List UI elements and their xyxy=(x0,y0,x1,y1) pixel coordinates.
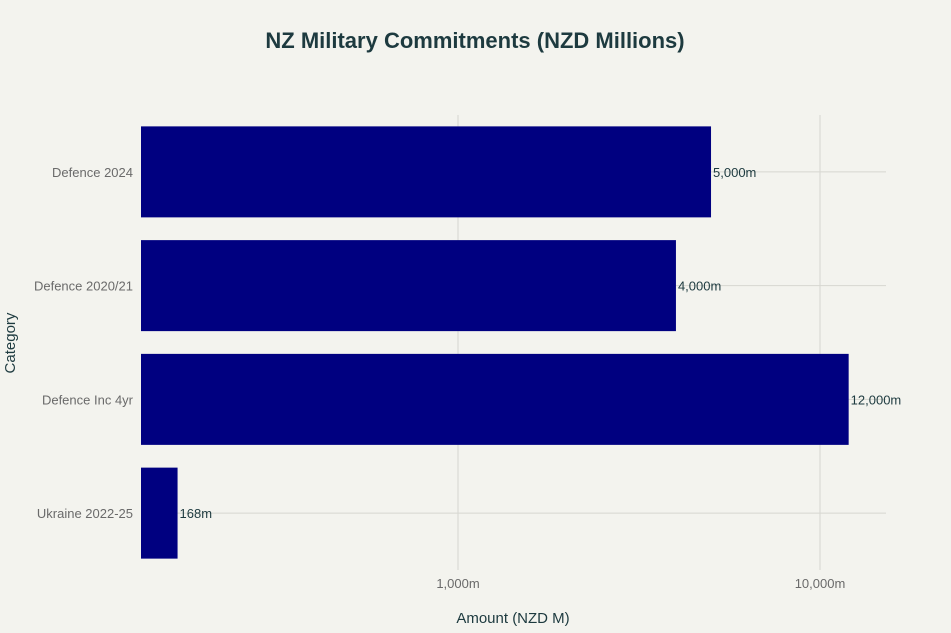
bar xyxy=(141,353,849,445)
bar-value-label: 168m xyxy=(180,506,213,521)
y-axis-ticks: Defence 2024 Defence 2020/21 Defence Inc 4… xyxy=(34,165,134,521)
chart-title: NZ Military Commitments (NZD Millions) xyxy=(265,28,684,53)
bar-value-label: 12,000m xyxy=(851,392,902,407)
x-tick-label: 10,000m xyxy=(795,576,846,591)
bar xyxy=(141,240,676,332)
y-tick-label: Defence 2024 xyxy=(52,165,133,180)
y-tick-label: Defence Inc 4yr xyxy=(42,392,134,407)
bar-value-label: 4,000m xyxy=(678,279,721,294)
bars xyxy=(141,126,849,559)
bar xyxy=(141,467,178,559)
bar xyxy=(141,126,712,218)
y-tick-label: Defence 2020/21 xyxy=(34,279,133,294)
data-labels: 5,000m 4,000m 12,000m 168m xyxy=(180,165,902,521)
x-tick-label: 1,000m xyxy=(436,576,479,591)
bar-value-label: 5,000m xyxy=(713,165,756,180)
y-axis-title: Category xyxy=(2,312,19,373)
x-axis-title: Amount (NZD M) xyxy=(456,610,569,627)
x-axis-ticks: 1,000m 10,000m xyxy=(436,576,845,591)
y-tick-label: Ukraine 2022-25 xyxy=(37,506,133,521)
